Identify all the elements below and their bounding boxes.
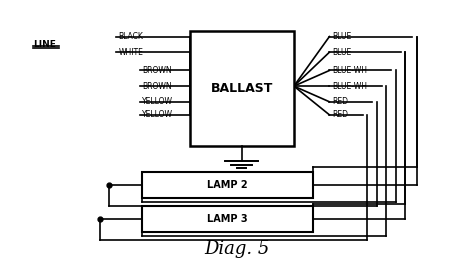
Text: LAMP 2: LAMP 2 [207,180,248,190]
Text: YELLOW: YELLOW [142,110,173,119]
Text: RED: RED [332,97,348,106]
Text: Diag. 5: Diag. 5 [204,240,270,258]
Bar [142,206,313,232]
Text: BROWN: BROWN [142,82,172,91]
Bar [190,31,294,146]
Text: YELLOW: YELLOW [142,97,173,106]
Text: LINE: LINE [33,40,56,49]
Text: BLUE: BLUE [332,48,351,57]
Text: BLUE: BLUE [332,32,351,41]
Text: BLUE-WH: BLUE-WH [332,66,367,75]
Text: BLUE-WH: BLUE-WH [332,82,367,91]
Text: LAMP 3: LAMP 3 [207,214,248,224]
Text: RED: RED [332,110,348,119]
Text: BLACK: BLACK [118,32,143,41]
Bar [142,172,313,198]
Text: WHITE: WHITE [118,48,143,57]
Text: BALLAST: BALLAST [210,82,273,95]
Text: BROWN: BROWN [142,66,172,75]
